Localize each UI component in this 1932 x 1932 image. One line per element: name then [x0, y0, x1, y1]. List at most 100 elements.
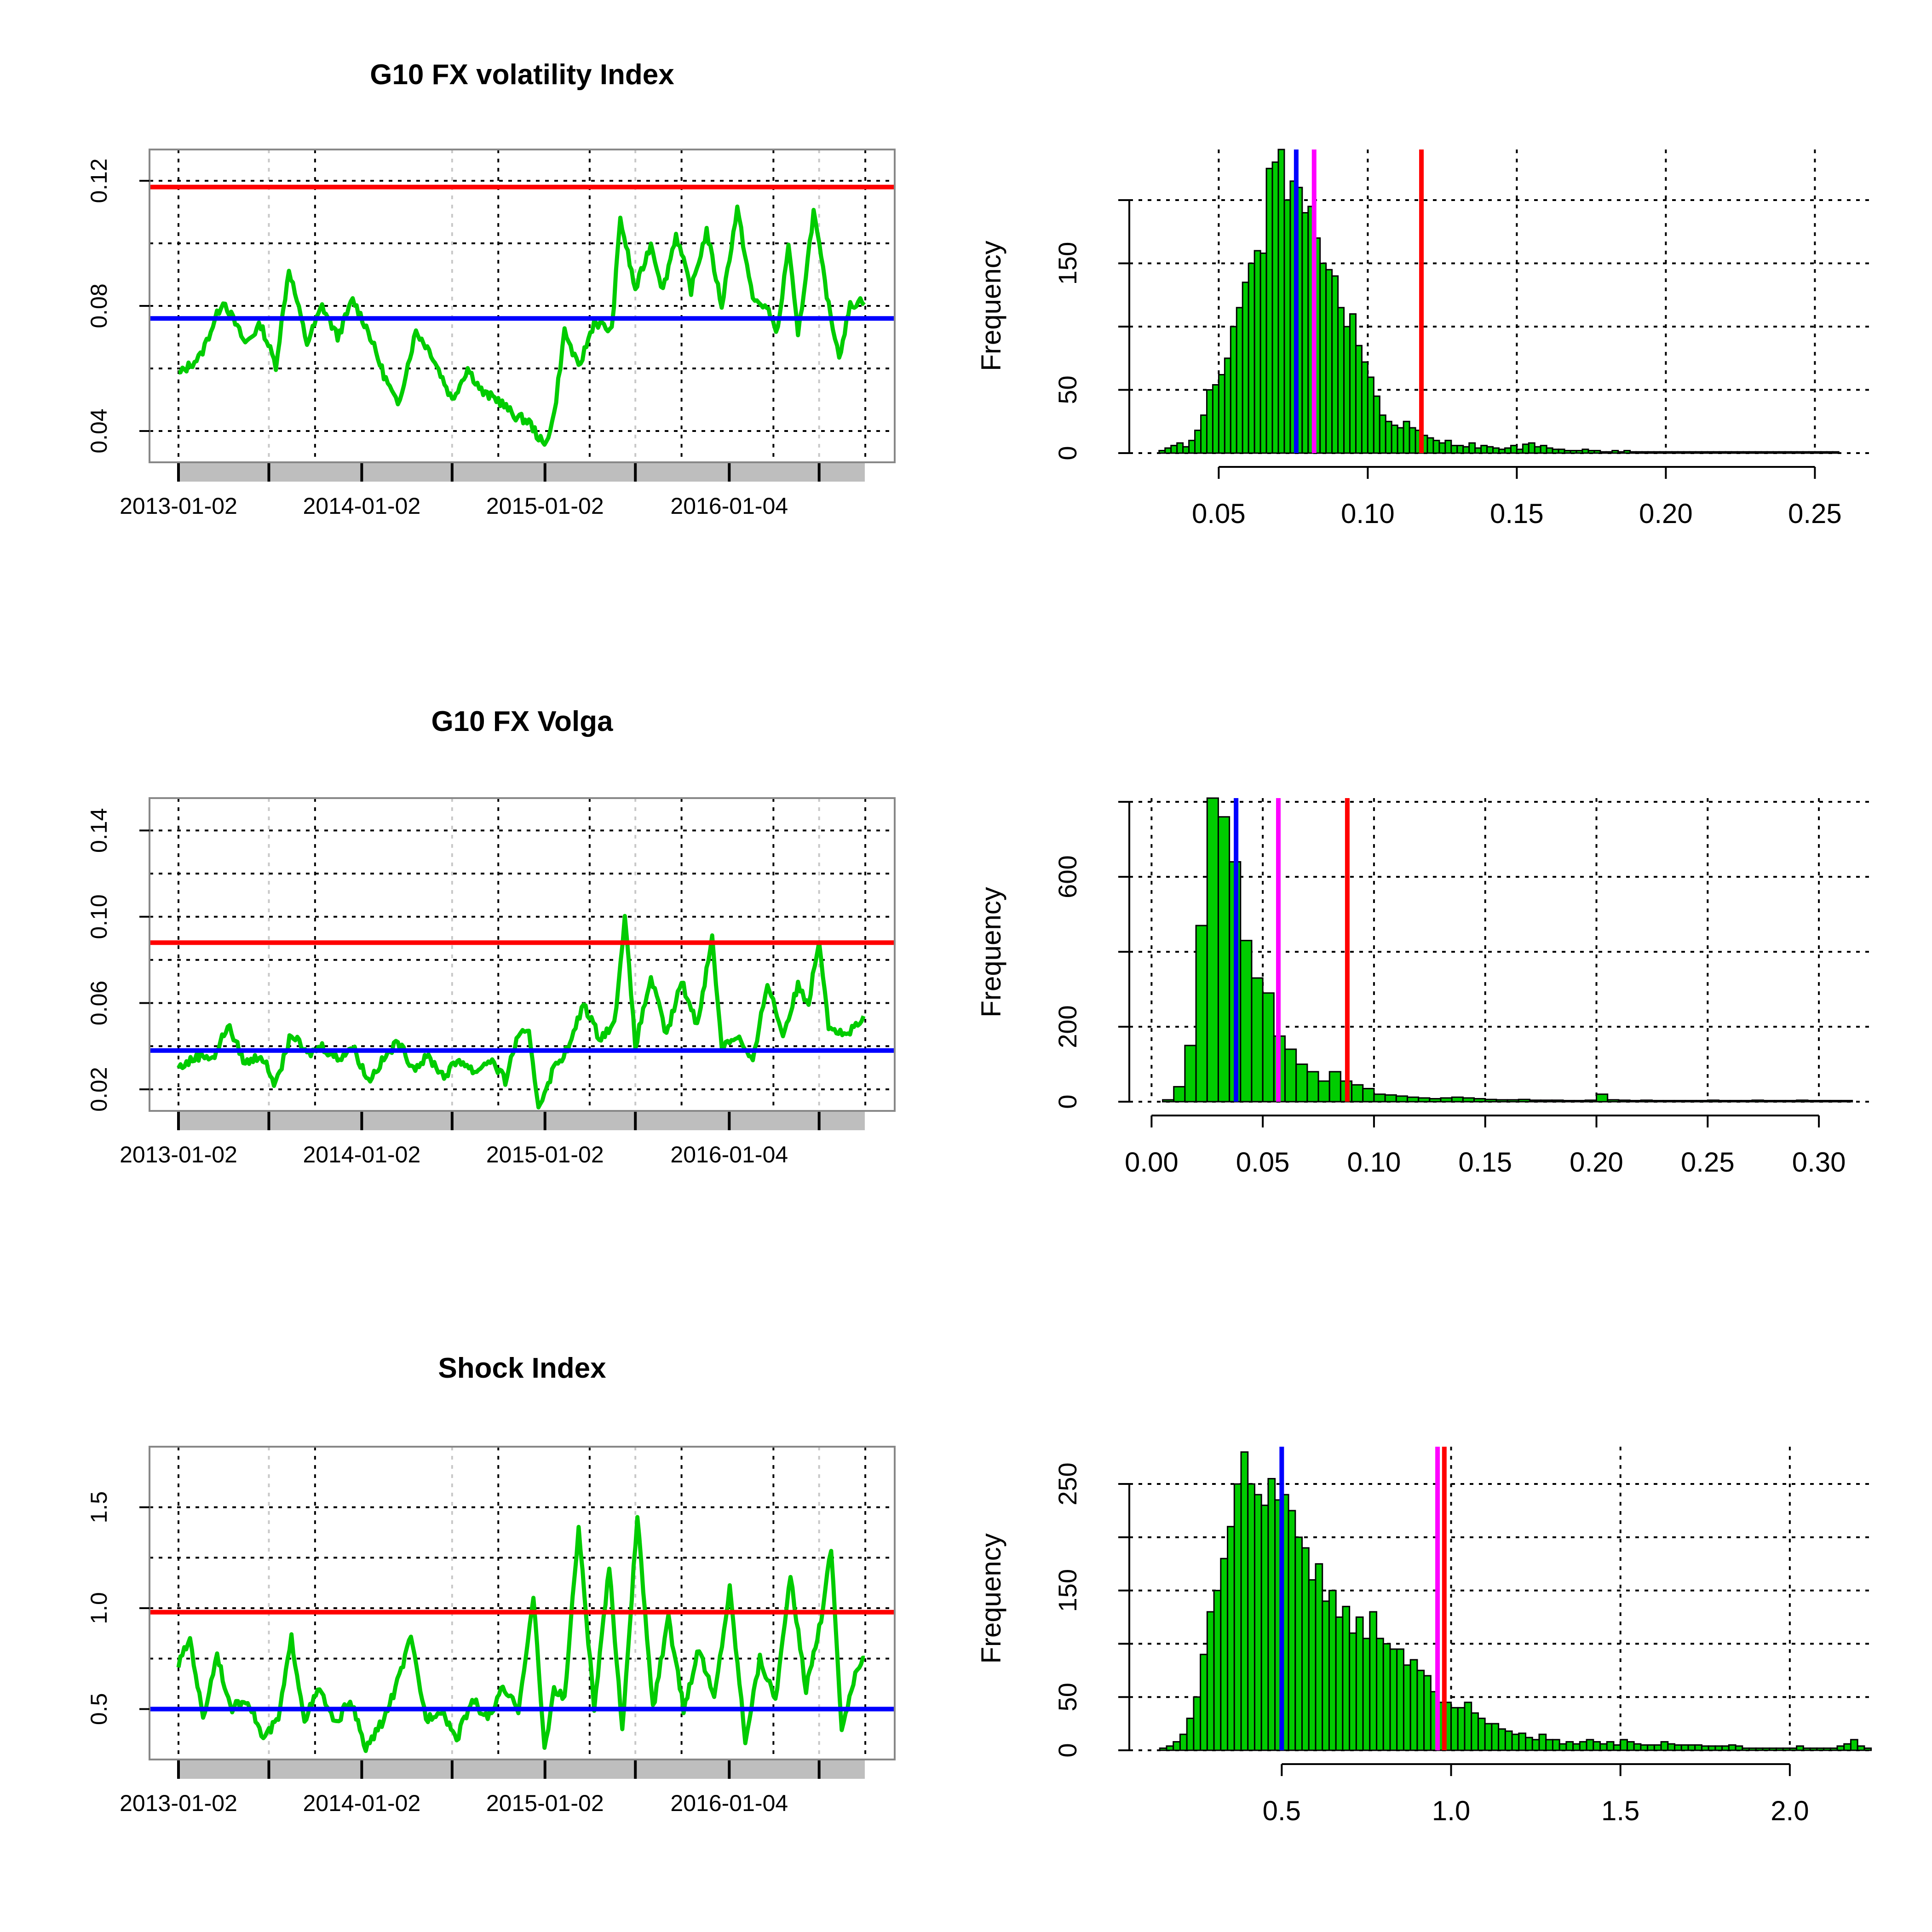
hist-bar-37 — [1409, 1659, 1418, 1751]
hist-bar-43 — [1640, 1099, 1653, 1103]
hist-bar-6 — [1200, 1654, 1208, 1751]
hist-bar-60 — [1829, 1100, 1842, 1103]
hist-bar-51 — [1729, 1100, 1742, 1103]
hist-bar-39 — [1596, 1093, 1609, 1103]
plot-frame — [149, 1446, 896, 1760]
hist-bar-42 — [1629, 1100, 1642, 1103]
hist-bar-9 — [1220, 1558, 1229, 1751]
hist-bar-29 — [1355, 1616, 1364, 1751]
hist-bar-1 — [1166, 1745, 1174, 1751]
hist-bar-101 — [1843, 1743, 1852, 1751]
hist-bar-73 — [1593, 450, 1601, 454]
series-line — [178, 204, 866, 447]
hist-bar-46 — [1432, 440, 1440, 454]
hist-bar-31 — [1506, 1099, 1519, 1103]
hist-bar-40 — [1397, 427, 1404, 454]
hist-bar-28 — [1349, 1632, 1357, 1751]
hist-bar-111 — [1820, 451, 1828, 454]
hist-bar-22 — [1406, 1096, 1420, 1103]
hist-bar-39 — [1423, 1675, 1432, 1751]
hist-bar-83 — [1721, 1745, 1730, 1751]
hist-bar-34 — [1361, 361, 1368, 454]
hist-bar-60 — [1516, 448, 1524, 454]
hist-bar-49 — [1491, 1723, 1500, 1751]
hist-bar-59 — [1818, 1100, 1831, 1103]
hist-bar-77 — [1680, 1744, 1689, 1751]
hist-bar-92 — [1707, 451, 1714, 454]
hist-bar-64 — [1540, 445, 1547, 454]
hist3-panel: 0 50 150 250 0.5 1.0 1.5 2.0 — [1053, 1447, 1874, 1826]
hist-bar-76 — [1611, 450, 1619, 454]
hist-bar-51 — [1462, 446, 1470, 454]
x-tick-label-2: 0.15 — [1490, 498, 1544, 529]
hist-bar-99 — [1748, 451, 1756, 454]
hist-bar-3 — [1176, 442, 1184, 454]
hist-bar-60 — [1565, 1741, 1574, 1751]
hist-bar-46 — [1471, 1712, 1479, 1751]
hist-bar-55 — [1486, 446, 1494, 454]
hist-bar-94 — [1796, 1745, 1804, 1751]
hist-bar-23 — [1418, 1097, 1431, 1103]
hist-bar-13 — [1236, 307, 1243, 454]
x-tick-label-0: 2013-01-02 — [120, 1142, 237, 1167]
hist-bar-67 — [1558, 448, 1565, 454]
hist-bar-58 — [1807, 1100, 1820, 1103]
x-tick-label-1: 0.05 — [1236, 1147, 1290, 1178]
hist-bar-110 — [1814, 451, 1822, 454]
hist-bar-25 — [1328, 1590, 1337, 1751]
hist-bar-67 — [1613, 1744, 1622, 1751]
hist-bar-66 — [1606, 1741, 1615, 1751]
hist-bar-19 — [1373, 1093, 1386, 1103]
hist-bar-26 — [1335, 1616, 1344, 1751]
x-tick-label-1: 2014-01-02 — [303, 1790, 420, 1816]
y-tick-label-2: 0.12 — [86, 158, 112, 203]
hist-bar-34 — [1389, 1648, 1398, 1751]
hist-bar-38 — [1584, 1099, 1598, 1103]
hist-bar-30 — [1337, 307, 1345, 454]
hist-bar-86 — [1742, 1747, 1750, 1751]
y-tick-label-1: 1.0 — [86, 1592, 112, 1624]
hist-bar-38 — [1385, 420, 1392, 454]
hist-bar-48 — [1444, 440, 1452, 454]
hist-bar-61 — [1572, 1743, 1581, 1751]
x-tick-label-3: 0.15 — [1458, 1147, 1512, 1178]
x-tick-label-0: 0.05 — [1192, 498, 1246, 529]
hist-bar-24 — [1301, 212, 1309, 454]
hist-bar-32 — [1376, 1638, 1384, 1751]
hist-bar-96 — [1809, 1747, 1818, 1751]
hist-bar-48 — [1696, 1100, 1708, 1103]
hist-bar-76 — [1674, 1744, 1682, 1751]
y-tick-label-2: 0.10 — [86, 894, 112, 939]
hist-bar-102 — [1850, 1739, 1858, 1751]
hist-bar-52 — [1740, 1100, 1753, 1103]
hist-bar-86 — [1671, 451, 1679, 454]
hist-bar-11 — [1233, 1483, 1242, 1751]
hist-bar-25 — [1440, 1097, 1453, 1103]
x-tick-label-4: 0.20 — [1570, 1147, 1623, 1178]
hist-bar-70 — [1576, 450, 1583, 454]
hist-bar-100 — [1754, 451, 1762, 454]
hist-bar-47 — [1685, 1100, 1697, 1103]
hist-bar-74 — [1660, 1741, 1669, 1751]
hist-bar-5 — [1193, 1696, 1202, 1751]
hist-bar-87 — [1748, 1747, 1757, 1751]
hist-bar-52 — [1468, 442, 1476, 454]
x-tick-label-0: 0.5 — [1263, 1795, 1301, 1826]
y-tick-label-3: 250 — [1053, 1462, 1082, 1505]
hist-bar-43 — [1450, 1707, 1459, 1751]
hist-bar-8 — [1251, 977, 1264, 1103]
hist-bar-10 — [1218, 374, 1225, 454]
ts1-title: G10 FX volatility Index — [370, 59, 674, 91]
y-tick-label-1: 0.06 — [86, 981, 112, 1025]
hist-bar-75 — [1605, 451, 1613, 454]
hist-bar-0 — [1158, 450, 1166, 454]
hist-bar-101 — [1760, 451, 1768, 454]
hist-bar-79 — [1694, 1744, 1702, 1751]
hist-bar-21 — [1395, 1095, 1408, 1103]
hist-bar-90 — [1695, 451, 1702, 454]
hist-bar-100 — [1836, 1745, 1845, 1751]
hist-bar-85 — [1665, 451, 1673, 454]
hist-bar-50 — [1498, 1728, 1506, 1751]
hist-bar-35 — [1396, 1648, 1404, 1751]
